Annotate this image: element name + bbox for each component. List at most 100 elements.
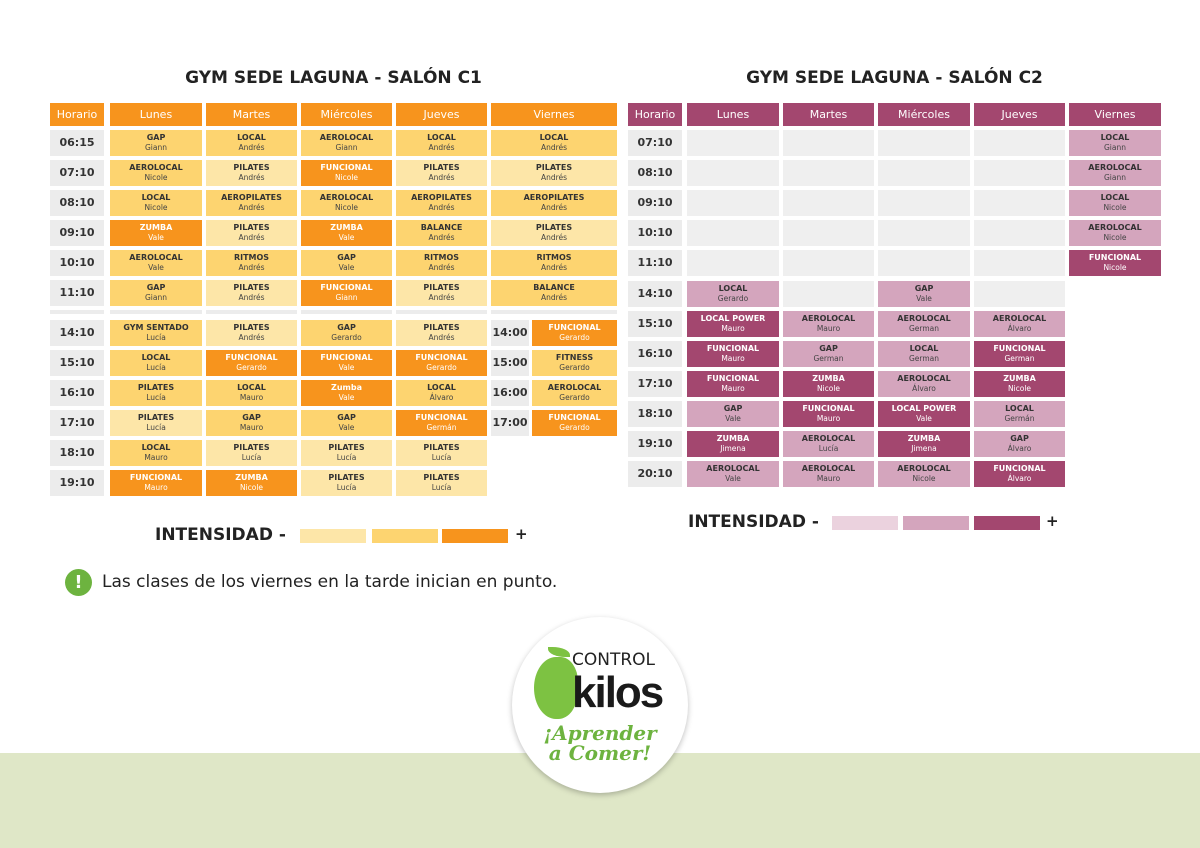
class-cell[interactable]: LOCAL Mauro bbox=[110, 440, 202, 466]
class-cell[interactable]: FUNCIONAL Germán bbox=[396, 410, 487, 436]
class-name: LOCAL bbox=[909, 344, 939, 353]
class-cell[interactable]: FITNESS Gerardo bbox=[532, 350, 617, 376]
class-cell[interactable]: ZUMBA Nicole bbox=[974, 371, 1065, 397]
class-cell[interactable]: FUNCIONAL Mauro bbox=[783, 401, 874, 427]
class-cell[interactable]: ZUMBA Nicole bbox=[206, 470, 297, 496]
class-cell[interactable]: LOCAL Nicole bbox=[110, 190, 202, 216]
class-cell[interactable]: LOCAL Nicole bbox=[1069, 190, 1161, 216]
class-cell[interactable]: PILATES Andrés bbox=[206, 160, 297, 186]
class-cell[interactable]: ZUMBA Vale bbox=[301, 220, 392, 246]
class-cell[interactable]: AEROLOCAL Nicole bbox=[110, 160, 202, 186]
class-name: PILATES bbox=[233, 443, 270, 452]
class-cell[interactable]: FUNCIONAL Mauro bbox=[687, 371, 779, 397]
instructor-name: Andrés bbox=[540, 233, 568, 242]
class-cell[interactable]: FUNCIONAL Gerardo bbox=[396, 350, 487, 376]
class-cell[interactable]: BALANCE Andrés bbox=[491, 280, 617, 306]
class-cell[interactable]: PILATES Lucía bbox=[301, 440, 392, 466]
class-cell[interactable]: PILATES Lucía bbox=[110, 410, 202, 436]
class-cell[interactable]: AEROLOCAL Álvaro bbox=[974, 311, 1065, 337]
class-cell[interactable]: GAP Álvaro bbox=[974, 431, 1065, 457]
class-cell[interactable]: LOCAL Mauro bbox=[206, 380, 297, 406]
class-cell[interactable]: ZUMBA Jimena bbox=[878, 431, 970, 457]
class-cell[interactable]: AEROPILATES Andrés bbox=[491, 190, 617, 216]
class-cell[interactable]: PILATES Andrés bbox=[491, 220, 617, 246]
class-cell[interactable]: PILATES Andrés bbox=[206, 220, 297, 246]
class-cell[interactable]: FUNCIONAL Mauro bbox=[110, 470, 202, 496]
class-cell[interactable]: LOCAL Andrés bbox=[491, 130, 617, 156]
class-cell[interactable]: GAP Giann bbox=[110, 280, 202, 306]
class-cell[interactable]: FUNCIONAL Gerardo bbox=[206, 350, 297, 376]
class-cell[interactable]: LOCAL Lucía bbox=[110, 350, 202, 376]
class-cell[interactable]: FUNCIONAL Nicole bbox=[1069, 250, 1161, 276]
class-cell[interactable]: PILATES Andrés bbox=[396, 160, 487, 186]
empty-slot bbox=[783, 281, 874, 307]
class-cell[interactable]: AEROLOCAL Vale bbox=[687, 461, 779, 487]
class-cell[interactable]: FUNCIONAL Álvaro bbox=[974, 461, 1065, 487]
class-name: ZUMBA bbox=[812, 374, 845, 383]
class-cell[interactable]: GYM SENTADO Lucía bbox=[110, 320, 202, 346]
class-cell[interactable]: LOCAL Giann bbox=[1069, 130, 1161, 156]
class-cell[interactable]: RITMOS Andrés bbox=[491, 250, 617, 276]
class-cell[interactable]: AEROLOCAL Nicole bbox=[301, 190, 392, 216]
class-cell[interactable]: GAP Vale bbox=[301, 410, 392, 436]
class-cell[interactable]: FUNCIONAL Giann bbox=[301, 280, 392, 306]
class-cell[interactable]: AEROLOCAL Mauro bbox=[783, 461, 874, 487]
class-cell[interactable]: PILATES Andrés bbox=[206, 320, 297, 346]
class-cell[interactable]: RITMOS Andrés bbox=[396, 250, 487, 276]
class-cell[interactable]: LOCAL POWER Vale bbox=[878, 401, 970, 427]
class-cell[interactable]: LOCAL Germán bbox=[974, 401, 1065, 427]
class-cell[interactable]: AEROLOCAL Nicole bbox=[878, 461, 970, 487]
class-cell[interactable]: GAP Giann bbox=[110, 130, 202, 156]
class-cell[interactable]: FUNCIONAL Mauro bbox=[687, 341, 779, 367]
class-cell[interactable]: Zumba Vale bbox=[301, 380, 392, 406]
class-cell[interactable]: PILATES Andrés bbox=[491, 160, 617, 186]
class-cell[interactable]: AEROLOCAL Lucía bbox=[783, 431, 874, 457]
class-cell[interactable]: AEROPILATES Andrés bbox=[206, 190, 297, 216]
class-cell[interactable]: PILATES Lucía bbox=[301, 470, 392, 496]
class-cell[interactable]: RITMOS Andrés bbox=[206, 250, 297, 276]
class-cell[interactable]: GAP Gerardo bbox=[301, 320, 392, 346]
class-cell[interactable]: FUNCIONAL Nicole bbox=[301, 160, 392, 186]
class-cell[interactable]: LOCAL Andrés bbox=[396, 130, 487, 156]
class-cell[interactable]: FUNCIONAL Gerardo bbox=[532, 410, 617, 436]
intensity-high-swatch bbox=[442, 529, 508, 543]
class-cell[interactable]: ZUMBA Jimena bbox=[687, 431, 779, 457]
class-cell[interactable]: GAP Vale bbox=[687, 401, 779, 427]
class-cell[interactable]: GAP Vale bbox=[878, 281, 970, 307]
class-cell[interactable]: FUNCIONAL German bbox=[974, 341, 1065, 367]
class-cell[interactable]: PILATES Lucía bbox=[206, 440, 297, 466]
class-cell[interactable]: BALANCE Andrés bbox=[396, 220, 487, 246]
class-cell[interactable]: ZUMBA Vale bbox=[110, 220, 202, 246]
instructor-name: Vale bbox=[725, 414, 741, 423]
class-cell[interactable]: FUNCIONAL Vale bbox=[301, 350, 392, 376]
class-cell[interactable]: PILATES Andrés bbox=[396, 320, 487, 346]
class-cell[interactable]: AEROLOCAL Vale bbox=[110, 250, 202, 276]
class-cell[interactable]: LOCAL Andrés bbox=[206, 130, 297, 156]
instructor-name: Andrés bbox=[540, 173, 568, 182]
class-cell[interactable]: ZUMBA Nicole bbox=[783, 371, 874, 397]
class-name: FUNCIONAL bbox=[415, 413, 468, 422]
instructor-name: Álvaro bbox=[1007, 324, 1032, 333]
class-cell[interactable]: AEROPILATES Andrés bbox=[396, 190, 487, 216]
class-cell[interactable]: PILATES Andrés bbox=[206, 280, 297, 306]
class-cell[interactable]: AEROLOCAL Álvaro bbox=[878, 371, 970, 397]
class-cell[interactable]: GAP Vale bbox=[301, 250, 392, 276]
class-cell[interactable]: PILATES Lucía bbox=[396, 470, 487, 496]
class-cell[interactable]: AEROLOCAL Giann bbox=[301, 130, 392, 156]
time-slot: 17:10 bbox=[628, 371, 682, 397]
class-cell[interactable]: AEROLOCAL German bbox=[878, 311, 970, 337]
class-cell[interactable]: PILATES Lucía bbox=[396, 440, 487, 466]
class-cell[interactable]: AEROLOCAL Giann bbox=[1069, 160, 1161, 186]
class-cell[interactable]: LOCAL Álvaro bbox=[396, 380, 487, 406]
class-cell[interactable]: AEROLOCAL Nicole bbox=[1069, 220, 1161, 246]
class-cell[interactable]: LOCAL POWER Mauro bbox=[687, 311, 779, 337]
class-cell[interactable]: AEROLOCAL Gerardo bbox=[532, 380, 617, 406]
class-cell[interactable]: GAP German bbox=[783, 341, 874, 367]
class-cell[interactable]: AEROLOCAL Mauro bbox=[783, 311, 874, 337]
class-cell[interactable]: LOCAL Gerardo bbox=[687, 281, 779, 307]
class-cell[interactable]: PILATES Andrés bbox=[396, 280, 487, 306]
class-cell[interactable]: PILATES Lucía bbox=[110, 380, 202, 406]
class-cell[interactable]: GAP Mauro bbox=[206, 410, 297, 436]
class-cell[interactable]: FUNCIONAL Gerardo bbox=[532, 320, 617, 346]
class-cell[interactable]: LOCAL German bbox=[878, 341, 970, 367]
